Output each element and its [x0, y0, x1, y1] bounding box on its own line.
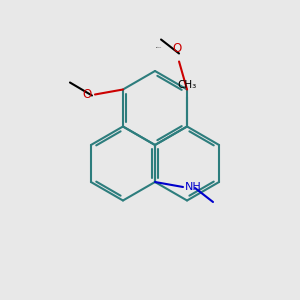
Text: O: O	[172, 43, 182, 56]
Text: O: O	[83, 88, 92, 101]
Text: methoxy: methoxy	[156, 46, 162, 47]
Text: NH: NH	[185, 182, 202, 192]
Text: CH₃: CH₃	[177, 80, 197, 91]
